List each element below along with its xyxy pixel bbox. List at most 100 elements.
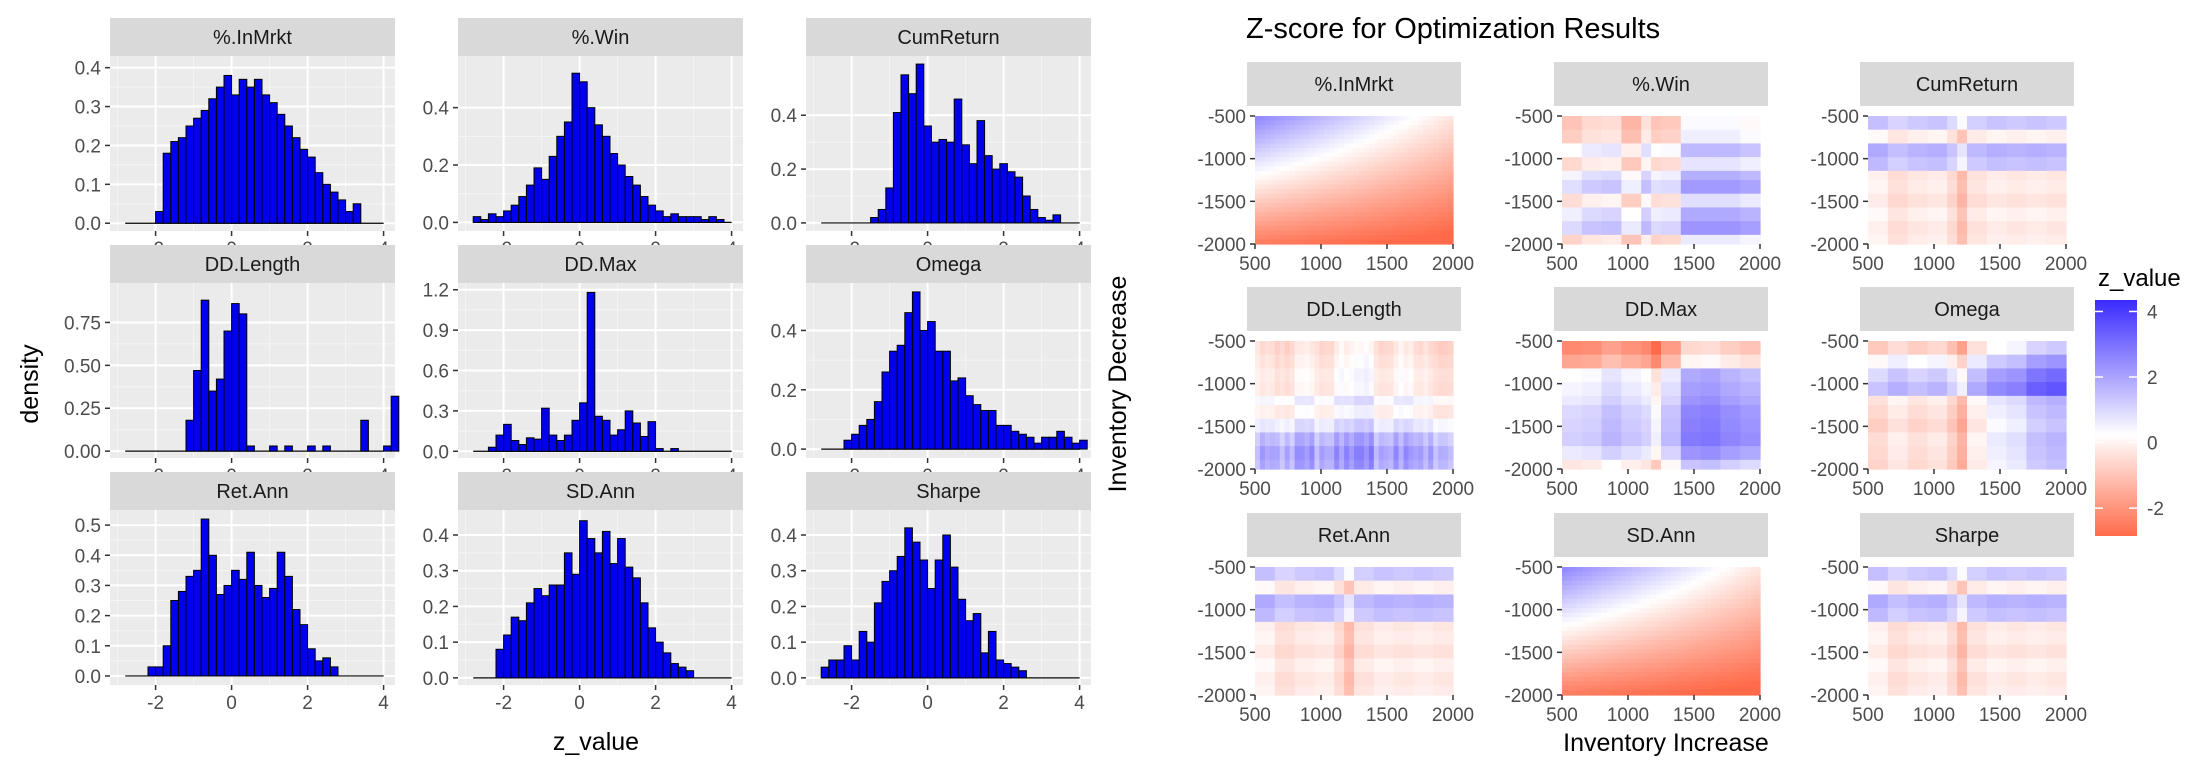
heatmap-cell bbox=[1631, 175, 1637, 180]
heatmap-cell bbox=[1868, 203, 1874, 208]
heatmap-cell bbox=[1314, 341, 1320, 346]
heatmap-cell bbox=[2017, 212, 2023, 217]
heatmap-cell bbox=[1329, 346, 1335, 351]
heatmap-cell bbox=[1562, 116, 1568, 121]
heatmap-cell bbox=[1309, 235, 1315, 240]
heatmap-cell bbox=[1329, 235, 1335, 240]
heatmap-cell bbox=[2056, 226, 2062, 231]
heatmap-cell bbox=[1305, 194, 1311, 199]
heatmap-cell bbox=[1992, 207, 1998, 212]
heatmap-cell bbox=[1433, 239, 1439, 244]
heatmap-cell bbox=[1309, 207, 1315, 212]
heatmap-cell bbox=[1656, 125, 1662, 130]
heatmap-cell bbox=[1725, 171, 1731, 176]
heatmap-cell bbox=[1641, 207, 1647, 212]
histogram-bar bbox=[829, 660, 837, 678]
heatmap-cell bbox=[1612, 230, 1618, 235]
heatmap-cell bbox=[1359, 203, 1365, 208]
heatmap-cell bbox=[1868, 235, 1874, 240]
heatmap-cell bbox=[1349, 148, 1355, 153]
heatmap-cell bbox=[1701, 157, 1707, 162]
heatmap-cell bbox=[1711, 230, 1717, 235]
heatmap-cell bbox=[1701, 116, 1707, 121]
heatmap-cell bbox=[1592, 185, 1598, 190]
heatmap-cell bbox=[1676, 198, 1682, 203]
heatmap-cell bbox=[1290, 203, 1296, 208]
heatmap-cell bbox=[1290, 189, 1296, 194]
heatmap-cell bbox=[1967, 116, 1973, 121]
heatmap-cell bbox=[1394, 446, 1400, 451]
heatmap-cell bbox=[1334, 437, 1340, 442]
heatmap-cell bbox=[1582, 180, 1588, 185]
heatmap-cell bbox=[1636, 239, 1642, 244]
heatmap-cell bbox=[1641, 230, 1647, 235]
heatmap-cell bbox=[1676, 130, 1682, 135]
heatmap-cell bbox=[1423, 148, 1429, 153]
heatmap-cell bbox=[1324, 194, 1330, 199]
heatmap-cell bbox=[1265, 153, 1271, 158]
heatmap-cell bbox=[1937, 189, 1943, 194]
heatmap-cell bbox=[1413, 378, 1419, 383]
heatmap-cell bbox=[1755, 185, 1761, 190]
heatmap-cell bbox=[2012, 166, 2018, 171]
heatmap-cell bbox=[1413, 410, 1419, 415]
heatmap-cell bbox=[1992, 189, 1998, 194]
heatmap-cell bbox=[1592, 226, 1598, 231]
heatmap-cell bbox=[1339, 221, 1345, 226]
heatmap-cell bbox=[1344, 346, 1350, 351]
heatmap-cell bbox=[1572, 162, 1578, 167]
heatmap-cell bbox=[1616, 157, 1622, 162]
heatmap-cell bbox=[1711, 121, 1717, 126]
heatmap-cell bbox=[1745, 180, 1751, 185]
heatmap-cell bbox=[1438, 346, 1444, 351]
heatmap-cell bbox=[1562, 134, 1568, 139]
heatmap-cell bbox=[1369, 382, 1375, 387]
heatmap-cell bbox=[1275, 189, 1281, 194]
heatmap-cell bbox=[1927, 130, 1933, 135]
heatmap-cell bbox=[2051, 121, 2057, 126]
heatmap-cell bbox=[1339, 235, 1345, 240]
heatmap-cell bbox=[1369, 346, 1375, 351]
heatmap-cell bbox=[1324, 116, 1330, 121]
heatmap-cell bbox=[1319, 396, 1325, 401]
heatmap-cell bbox=[1696, 153, 1702, 158]
heatmap-cell bbox=[1952, 175, 1958, 180]
heatmap-cell bbox=[1295, 185, 1301, 190]
panel-title: DD.Max bbox=[564, 254, 636, 276]
heatmap-cell bbox=[2061, 185, 2067, 190]
heatmap-cell bbox=[1384, 451, 1390, 456]
heatmap-cell bbox=[1255, 355, 1261, 360]
heatmap-cell bbox=[1646, 162, 1652, 167]
heatmap-cell bbox=[1394, 350, 1400, 355]
heatmap-cell bbox=[1947, 130, 1953, 135]
heatmap-cell bbox=[1369, 410, 1375, 415]
heatmap-cell bbox=[1324, 400, 1330, 405]
heatmap-cell bbox=[1399, 414, 1405, 419]
heatmap-cell bbox=[1745, 189, 1751, 194]
heatmap-cell bbox=[1408, 143, 1414, 148]
heatmap-cell bbox=[2002, 171, 2008, 176]
x-tick-label: 1000 bbox=[1300, 254, 1342, 275]
heatmap-cell bbox=[1903, 139, 1909, 144]
heatmap-cell bbox=[1730, 207, 1736, 212]
heatmap-cell bbox=[1740, 189, 1746, 194]
heatmap-cell bbox=[1972, 185, 1978, 190]
heatmap-cell bbox=[1932, 185, 1938, 190]
heatmap-cell bbox=[1646, 175, 1652, 180]
heatmap-cell bbox=[1745, 175, 1751, 180]
heatmap-cell bbox=[1309, 157, 1315, 162]
heatmap-cell bbox=[1418, 121, 1424, 126]
heatmap-cell bbox=[1607, 189, 1613, 194]
heatmap-cell bbox=[1305, 221, 1311, 226]
heatmap-cell bbox=[1898, 221, 1904, 226]
heatmap-cell bbox=[1715, 194, 1721, 199]
heatmap-cell bbox=[1656, 226, 1662, 231]
heatmap-cell bbox=[1730, 162, 1736, 167]
heatmap-cell bbox=[1997, 235, 2003, 240]
heatmap-cell bbox=[1379, 368, 1385, 373]
heatmap-cell bbox=[1324, 359, 1330, 364]
heatmap-cell bbox=[1438, 185, 1444, 190]
heatmap-cell bbox=[1290, 143, 1296, 148]
heatmap-cell bbox=[1947, 125, 1953, 130]
heatmap-cell bbox=[1290, 410, 1296, 415]
